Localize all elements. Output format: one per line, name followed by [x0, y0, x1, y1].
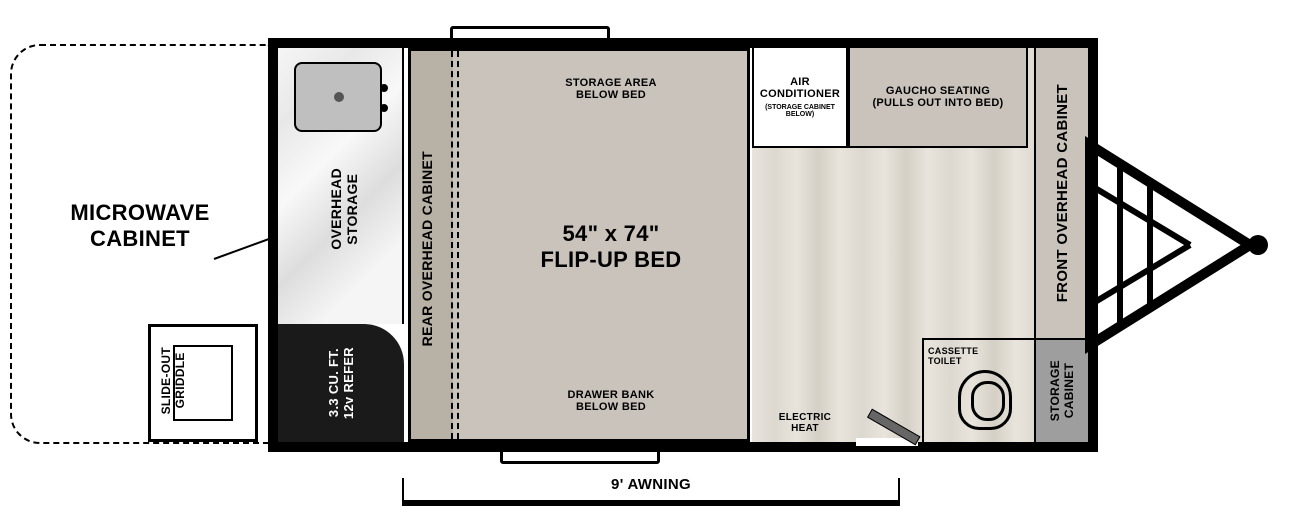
storage-below-bed-label: STORAGE AREA BELOW BED	[511, 77, 711, 101]
awning-label: 9' AWNING	[402, 476, 900, 493]
ac-note: (STORAGE CABINET BELOW)	[754, 104, 846, 118]
kitchen-counter: OVERHEAD STORAGE	[278, 48, 404, 324]
toilet-icon	[958, 370, 1012, 430]
callout-line1: MICROWAVE	[70, 200, 209, 225]
electric-heat-label: ELECTRIC HEAT	[770, 412, 840, 434]
storage-cabinet: STORAGE CABINET	[1034, 338, 1088, 442]
rv-floorplan: MICROWAVE CABINET OVERHEAD STORAGE 3.3 C…	[0, 20, 1290, 510]
griddle-l1: SLIDE-OUT	[159, 347, 173, 414]
stor-cab-l1: STORAGE	[1048, 360, 1062, 421]
toilet-area: CASSETTE TOILET	[922, 338, 1034, 442]
bed-size-label: 54" x 74" FLIP-UP BED	[491, 221, 731, 273]
gaucho-seating: GAUCHO SEATING (PULLS OUT INTO BED)	[848, 48, 1028, 148]
ac-l2: CONDITIONER	[754, 88, 846, 100]
bed-stor-l2: BELOW BED	[576, 89, 646, 101]
main-body: OVERHEAD STORAGE 3.3 CU. FT. 12v REFER S…	[268, 38, 1098, 452]
stor-cab-l2: CABINET	[1062, 363, 1076, 418]
heat-l1: ELECTRIC	[779, 412, 831, 423]
sink-icon	[294, 62, 382, 132]
bed-size-l1: 54" x 74"	[563, 221, 660, 246]
heat-l2: HEAT	[791, 423, 819, 434]
refer-l2: 12v REFER	[341, 347, 356, 419]
gaucho-l2: (PULLS OUT INTO BED)	[872, 97, 1003, 109]
air-conditioner: AIR CONDITIONER (STORAGE CABINET BELOW)	[752, 48, 848, 148]
rear-overhead-cabinet-label: REAR OVERHEAD CABINET	[419, 151, 435, 346]
toilet-label: CASSETTE TOILET	[928, 346, 998, 366]
griddle-l2: GRIDDLE	[173, 353, 187, 409]
callout-line2: CABINET	[90, 226, 190, 251]
drawer-l1: DRAWER BANK	[567, 389, 654, 401]
microwave-cabinet-callout: MICROWAVE CABINET	[40, 200, 240, 252]
faucet-icon	[380, 84, 392, 114]
kitchen-oh-l1: OVERHEAD	[328, 168, 344, 250]
ac-l1: AIR	[754, 76, 846, 88]
front-cab-label: FRONT OVERHEAD CABINET	[1054, 84, 1071, 302]
slide-out-griddle: SLIDE-OUT GRIDDLE	[148, 324, 258, 442]
bed-stor-l1: STORAGE AREA	[565, 77, 657, 89]
bed-size-l2: FLIP-UP BED	[540, 247, 681, 272]
awning-dimension	[402, 500, 900, 506]
drawer-bank-label: DRAWER BANK BELOW BED	[511, 389, 711, 413]
refrigerator: 3.3 CU. FT. 12v REFER	[278, 324, 404, 442]
front-overhead-cabinet: FRONT OVERHEAD CABINET	[1034, 48, 1088, 338]
drawer-l2: BELOW BED	[576, 401, 646, 413]
flip-up-bed: REAR OVERHEAD CABINET STORAGE AREA BELOW…	[408, 48, 750, 442]
overhead-storage-label: OVERHEAD STORAGE	[328, 168, 360, 250]
refer-l1: 3.3 CU. FT.	[326, 348, 341, 417]
kitchen-oh-l2: STORAGE	[344, 173, 360, 244]
gaucho-l1: GAUCHO SEATING	[872, 85, 1003, 97]
